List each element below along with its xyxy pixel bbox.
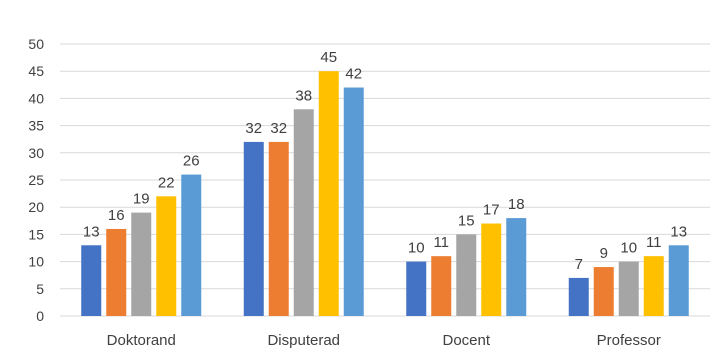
category-label: Docent xyxy=(442,332,490,349)
data-label: 11 xyxy=(433,234,449,251)
y-tick-label: 25 xyxy=(28,172,44,188)
data-label: 38 xyxy=(295,87,312,104)
data-label: 13 xyxy=(670,223,687,240)
y-tick-label: 20 xyxy=(28,199,44,215)
bar xyxy=(431,256,452,316)
bar xyxy=(131,212,152,316)
bar xyxy=(481,223,502,316)
bars xyxy=(81,71,689,317)
bar xyxy=(181,174,202,316)
data-label: 10 xyxy=(620,240,637,257)
category-labels: Doktorand Disputerad Docent Professor xyxy=(107,332,661,349)
data-label: 10 xyxy=(408,240,425,257)
bar xyxy=(406,261,427,316)
bar xyxy=(293,109,314,316)
category-label: Doktorand xyxy=(107,332,176,349)
bar xyxy=(506,218,527,316)
data-label: 26 xyxy=(183,153,200,170)
bar xyxy=(81,245,102,316)
y-tick-label: 5 xyxy=(36,281,44,297)
data-label: 16 xyxy=(108,207,125,224)
bar xyxy=(268,141,289,316)
y-tick-label: 0 xyxy=(36,308,44,324)
bar xyxy=(618,261,639,316)
data-label: 18 xyxy=(508,196,525,213)
bar xyxy=(643,256,664,316)
category-label: Disputerad xyxy=(267,332,340,349)
category-label: Professor xyxy=(597,332,661,349)
data-label: 32 xyxy=(245,120,262,137)
bar xyxy=(568,277,589,316)
bar xyxy=(343,87,364,317)
bar xyxy=(456,234,477,316)
y-tick-label: 40 xyxy=(28,90,44,106)
bar xyxy=(156,196,177,316)
y-tick-label: 35 xyxy=(28,118,44,134)
data-label: 22 xyxy=(158,174,175,191)
y-tick-label: 45 xyxy=(28,63,44,79)
y-tick-label: 30 xyxy=(28,145,44,161)
y-tick-label: 50 xyxy=(28,36,44,52)
bar xyxy=(243,141,264,316)
data-label: 42 xyxy=(345,66,362,83)
data-label: 7 xyxy=(575,256,583,273)
data-label: 32 xyxy=(270,120,287,137)
data-label: 19 xyxy=(133,191,150,208)
bar xyxy=(318,71,339,316)
data-label: 11 xyxy=(646,234,662,251)
y-axis-tick-labels: 0 5 10 15 20 25 30 35 40 45 50 xyxy=(28,36,44,324)
data-label: 13 xyxy=(83,223,100,240)
y-tick-label: 10 xyxy=(28,254,44,270)
data-label: 15 xyxy=(458,212,475,229)
bar xyxy=(668,245,689,316)
data-label: 45 xyxy=(320,49,337,66)
data-labels: 13 16 19 22 26 32 32 38 45 42 10 11 15 17 18 79 10 11 13 xyxy=(83,49,687,273)
bar xyxy=(593,267,614,316)
bar xyxy=(106,228,127,316)
y-tick-label: 15 xyxy=(28,226,44,242)
data-label: 9 xyxy=(600,245,608,262)
data-label: 17 xyxy=(483,202,500,219)
